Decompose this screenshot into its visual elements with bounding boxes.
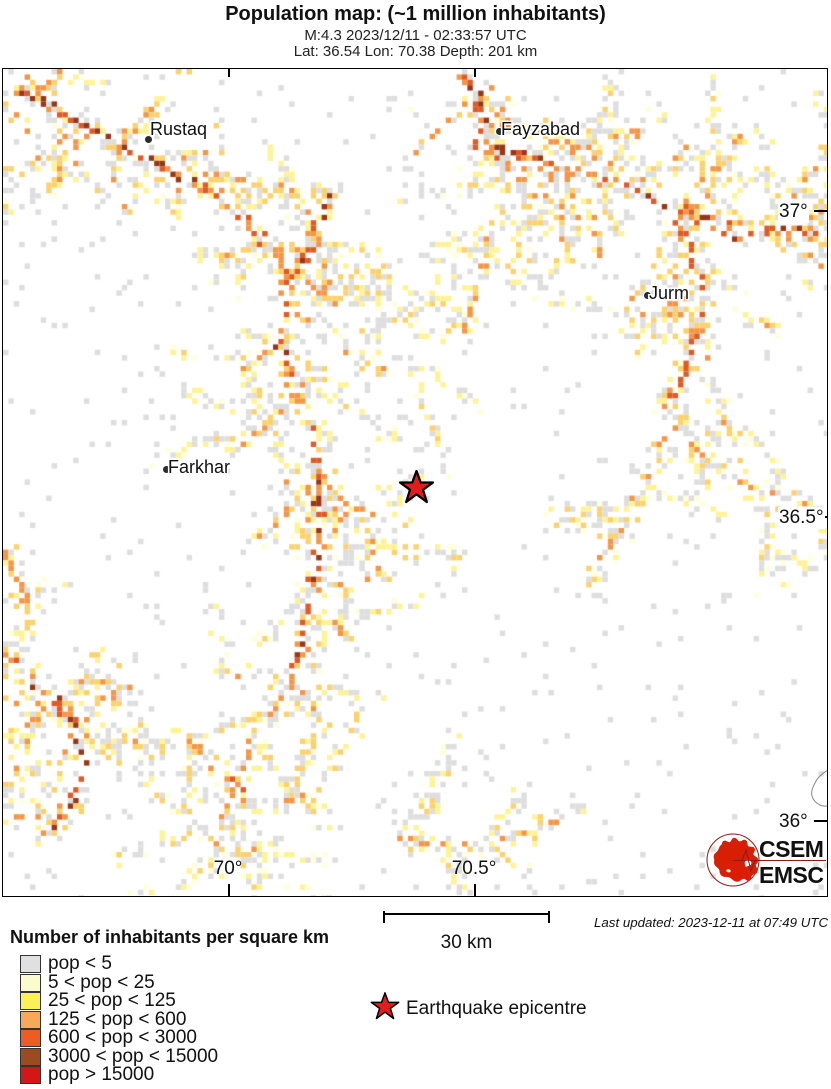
svg-text:CSEM: CSEM [759, 836, 823, 862]
svg-text:EMSC: EMSC [759, 862, 823, 888]
